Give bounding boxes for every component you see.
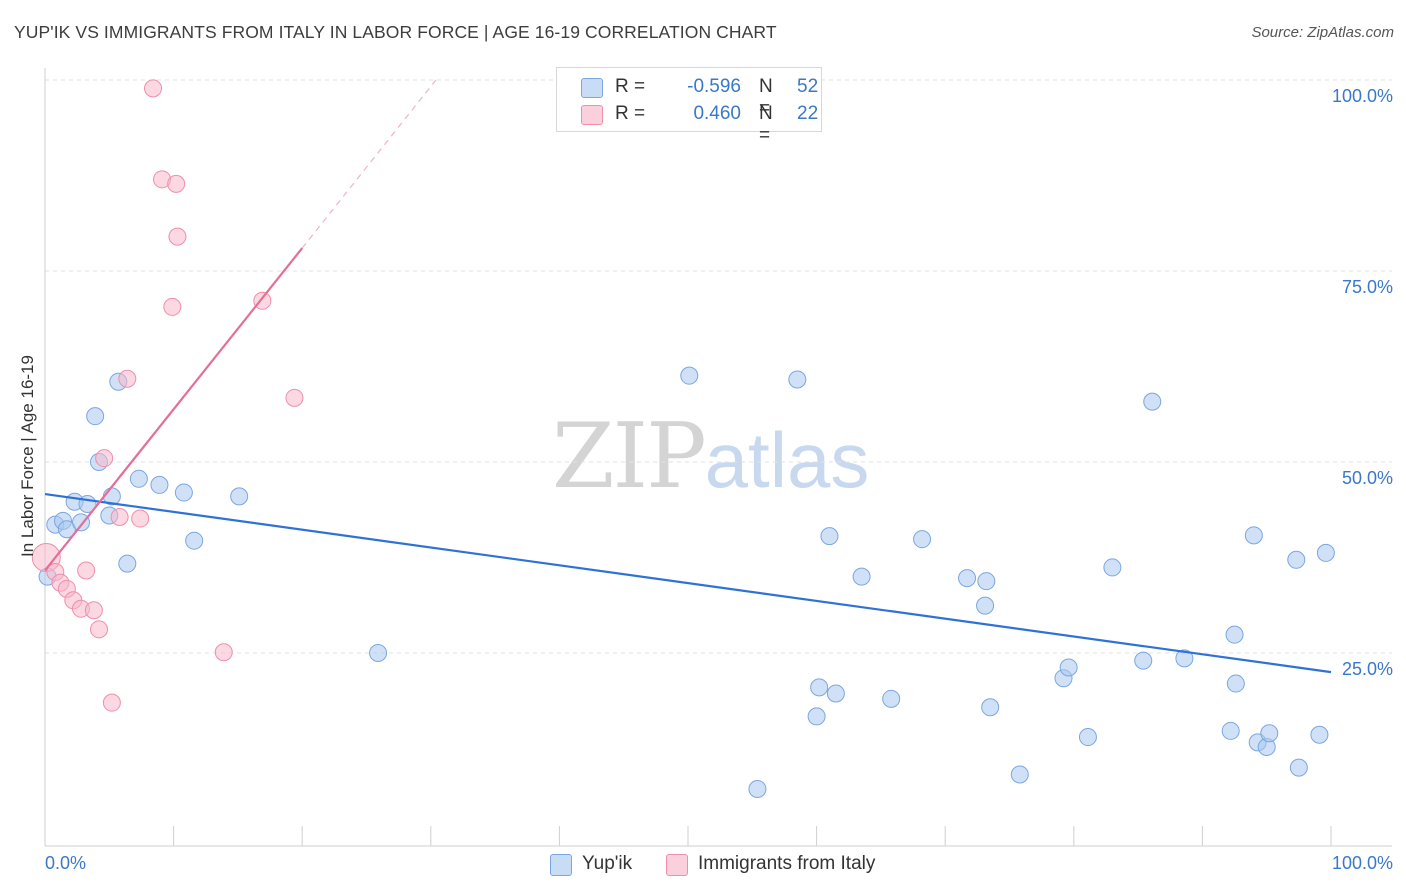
point-yupik: [1260, 724, 1279, 743]
correlation-legend: R = -0.596 N = 52 R = 0.460 N = 22: [556, 67, 822, 146]
point-yupik: [820, 527, 839, 546]
point-italy: [110, 508, 129, 527]
point-yupik: [1287, 550, 1306, 569]
point-italy: [214, 643, 233, 662]
point-italy: [285, 388, 304, 407]
trendline-yupik: [44, 492, 1332, 674]
point-yupik: [1221, 721, 1240, 740]
point-italy: [168, 227, 187, 246]
point-yupik: [1310, 725, 1329, 744]
point-yupik: [72, 513, 91, 532]
point-italy: [77, 561, 96, 580]
x-tick-label: 0.0%: [45, 853, 86, 873]
point-yupik: [748, 779, 767, 798]
point-yupik: [1289, 758, 1308, 777]
legend-swatch-italy: [581, 105, 603, 125]
y-tick-label: 75.0%: [1342, 277, 1393, 297]
point-italy: [167, 174, 186, 193]
point-yupik: [230, 487, 249, 506]
source-credit: Source: ZipAtlas.com: [1251, 24, 1394, 41]
point-yupik: [981, 698, 1000, 717]
y-axis-label: In Labor Force | Age 16-19: [18, 355, 37, 557]
point-yupik: [807, 707, 826, 726]
point-italy: [163, 297, 182, 316]
bottom-legend-label: Immigrants from Italy: [698, 853, 876, 874]
point-yupik: [826, 684, 845, 703]
legend-r-value: -0.596: [687, 76, 741, 97]
point-yupik: [150, 475, 169, 494]
point-italy: [102, 693, 121, 712]
point-italy: [144, 79, 163, 98]
point-yupik: [1226, 674, 1245, 693]
point-yupik: [680, 366, 699, 385]
point-yupik: [369, 644, 388, 662]
point-yupik: [852, 567, 871, 586]
point-yupik: [129, 469, 148, 488]
point-yupik: [1078, 728, 1097, 747]
y-tick-label: 50.0%: [1342, 468, 1393, 488]
point-yupik: [1244, 526, 1263, 545]
legend-n-label: N =: [759, 76, 773, 119]
point-italy: [84, 601, 103, 620]
point-yupik: [977, 572, 996, 591]
trendline-italy-extension: [301, 79, 437, 249]
watermark-atlas: atlas: [704, 416, 870, 504]
point-yupik: [1059, 658, 1078, 677]
point-yupik: [976, 596, 995, 615]
watermark: ZIPatlas: [552, 404, 869, 509]
point-yupik: [1103, 558, 1122, 577]
point-yupik: [913, 530, 932, 549]
point-yupik: [1225, 625, 1244, 644]
legend-swatch-yupik: [581, 78, 603, 98]
point-yupik: [1134, 651, 1153, 670]
point-yupik: [174, 483, 193, 502]
point-italy: [118, 369, 137, 388]
point-italy: [95, 449, 114, 468]
point-italy: [131, 509, 150, 528]
legend-r-label: R =: [615, 76, 646, 97]
point-yupik: [958, 569, 977, 588]
point-italy: [90, 620, 109, 639]
x-tick-label: 100.0%: [1332, 853, 1393, 873]
legend-r-value: 0.460: [693, 103, 741, 124]
point-yupik: [86, 407, 105, 426]
legend-n-value: 22: [797, 103, 819, 124]
trendline-italy: [44, 247, 304, 572]
point-yupik: [1316, 543, 1335, 562]
watermark-zip: ZIP: [552, 404, 707, 509]
point-yupik: [1010, 765, 1029, 784]
y-tick-label: 25.0%: [1342, 659, 1393, 679]
y-tick-label: 100.0%: [1332, 86, 1393, 106]
legend-r-label: R =: [615, 103, 646, 124]
point-yupik: [1175, 649, 1194, 668]
point-yupik: [882, 689, 901, 708]
chart-title: YUP'IK VS IMMIGRANTS FROM ITALY IN LABOR…: [14, 22, 777, 42]
bottom-legend-swatch-italy: [666, 854, 688, 876]
point-yupik: [118, 554, 137, 573]
bottom-legend-swatch-yupik: [550, 854, 572, 876]
legend-n-value: 52: [797, 76, 819, 97]
point-yupik: [185, 531, 204, 550]
legend-n-label: N =: [759, 103, 773, 146]
point-yupik: [1143, 392, 1162, 411]
bottom-legend-label: Yup'ik: [582, 853, 633, 874]
point-yupik: [788, 370, 807, 389]
point-yupik: [810, 678, 829, 697]
